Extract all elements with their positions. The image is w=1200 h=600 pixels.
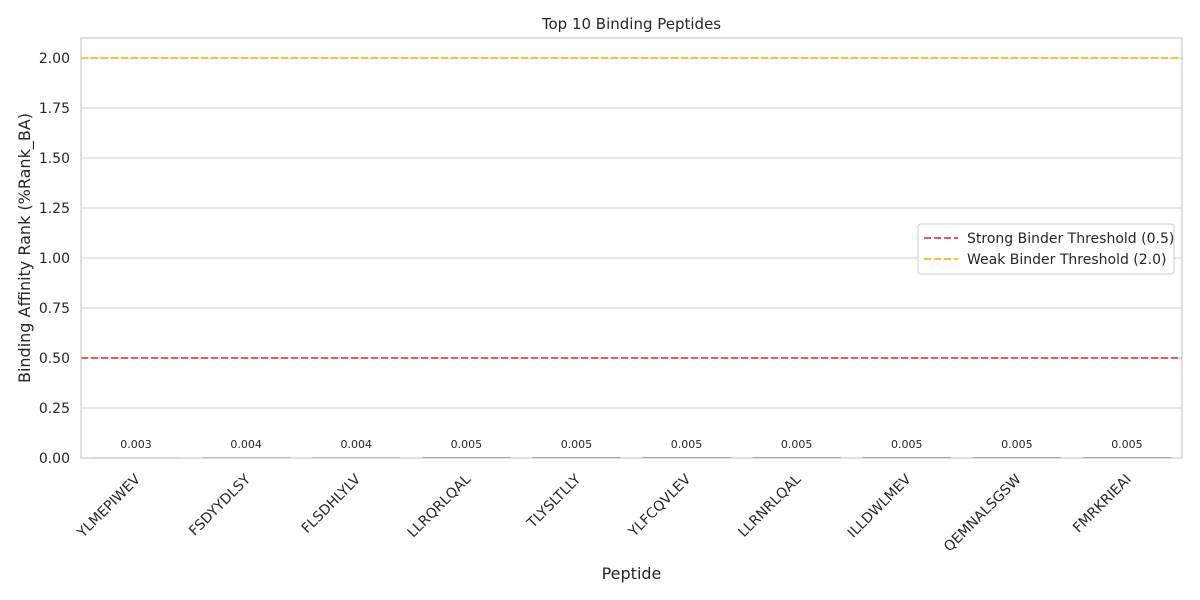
plot-frame (80, 37, 1183, 459)
y-tick-label: 0.00 (39, 451, 70, 467)
y-tick-label: 0.25 (39, 401, 70, 417)
data-label: 0.005 (671, 438, 703, 451)
x-tick-label: FSDYYDLSY (186, 471, 254, 539)
legend-strong-binder-label: Strong Binder Threshold (0.5) (967, 231, 1174, 247)
x-tick-label: LLRNRLQAL (735, 471, 804, 540)
y-tick-label: 0.75 (39, 301, 70, 317)
data-label: 0.005 (451, 438, 483, 451)
data-label: 0.004 (341, 438, 373, 451)
data-label: 0.005 (561, 438, 593, 451)
legend-box (917, 223, 1175, 275)
x-tick-label: YLFCQVLEV (625, 471, 695, 541)
x-tick-label: ILLDWLMEV (845, 471, 915, 541)
legend-weak-binder-label: Weak Binder Threshold (2.0) (967, 252, 1166, 268)
x-tick-labels: YLMEPIWEV FSDYYDLSY FLSDHLYLV LLRQRLQAL TLYS… (74, 471, 1135, 555)
y-tick-label: 1.25 (39, 201, 70, 217)
data-labels: 0.003 0.004 0.004 0.005 0.005 0.005 0.005 0.005… (120, 438, 1142, 451)
legend: Strong Binder Threshold (0.5) Weak Binde… (917, 223, 1175, 275)
y-tick-label: 2.00 (39, 51, 70, 67)
data-label: 0.005 (781, 438, 813, 451)
x-tick-label: FLSDHLYLV (299, 471, 365, 537)
x-tick-label: QEMNALSGSW (941, 471, 1025, 555)
x-tick-label: LLRQRLQAL (405, 471, 475, 541)
y-tick-label: 0.50 (39, 351, 70, 367)
x-tick-label: FMRKRIEAI (1070, 472, 1135, 537)
data-label: 0.005 (891, 438, 923, 451)
y-tick-label: 1.00 (39, 251, 70, 267)
x-axis-label: Peptide (602, 564, 662, 583)
y-axis-label: Binding Affinity Rank (%Rank_BA) (15, 113, 35, 383)
reference-lines (81, 57, 1182, 359)
x-tick-label: TLYSLTLLY (524, 471, 585, 532)
y-tick-label: 1.50 (39, 151, 70, 167)
x-tick-label: YLMEPIWEV (74, 471, 144, 541)
chart-title: Top 10 Binding Peptides (541, 15, 721, 33)
data-label: 0.005 (1111, 438, 1143, 451)
data-label: 0.005 (1001, 438, 1033, 451)
data-label: 0.003 (120, 438, 152, 451)
y-tick-label: 1.75 (39, 101, 70, 117)
y-tick-labels: 0.00 0.25 0.50 0.75 1.00 1.25 1.50 1.75 2.00 (39, 51, 70, 467)
data-label: 0.004 (230, 438, 262, 451)
